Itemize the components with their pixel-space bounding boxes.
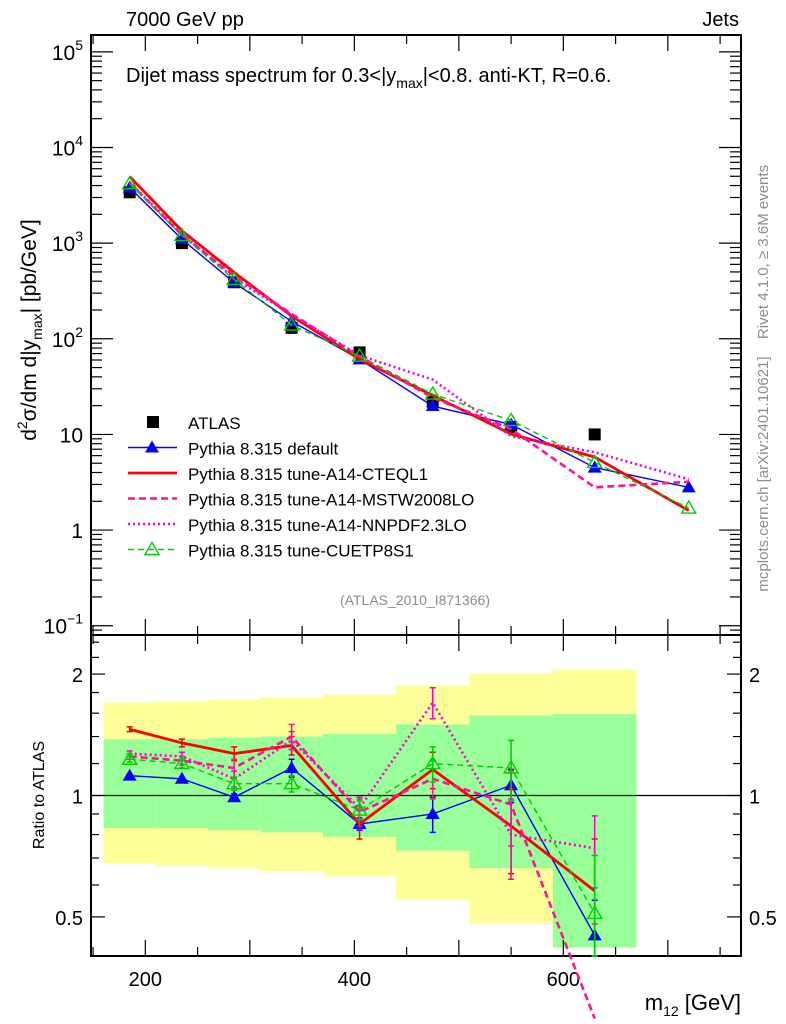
data-point xyxy=(425,399,440,412)
data-point xyxy=(351,801,368,816)
ratio-y-tick-label-right: 0.5 xyxy=(749,908,777,930)
ratio-y-tick-label: 1 xyxy=(72,787,83,809)
series-line xyxy=(129,700,595,850)
main-series-cteql1 xyxy=(128,175,690,512)
data-point xyxy=(227,790,242,803)
data-point xyxy=(588,428,601,441)
ratio-bands xyxy=(103,669,637,948)
legend-marker xyxy=(147,416,159,428)
y-tick-label: 105 xyxy=(52,37,83,65)
y-tick-label: 103 xyxy=(52,228,83,256)
series-line xyxy=(129,727,596,893)
plot-title: Dijet mass spectrum for 0.3<|ymax|<0.8. … xyxy=(126,65,611,91)
series-line xyxy=(129,758,596,914)
legend-marker xyxy=(143,541,161,556)
data-point xyxy=(425,806,440,819)
data-point xyxy=(284,760,299,773)
series-line xyxy=(129,767,596,936)
data-point xyxy=(424,755,441,770)
ratio-series-cuetp8s1 xyxy=(121,739,603,957)
data-point xyxy=(121,175,138,190)
data-point xyxy=(283,775,300,790)
side-label-bottom-group: mcplots.cern.ch [arXiv:2401.10621] xyxy=(755,356,772,591)
data-point xyxy=(502,759,520,774)
data-point xyxy=(225,775,243,790)
x-tick-label: 200 xyxy=(129,969,162,991)
ratio-label-group: Ratio to ATLAS xyxy=(31,741,48,849)
data-point xyxy=(173,755,191,770)
y-tick-label: 10 xyxy=(60,424,83,447)
legend-label: Pythia 8.315 tune-CUETP8S1 xyxy=(188,542,414,561)
main-y-ticks xyxy=(91,51,741,636)
data-point xyxy=(173,227,191,242)
data-point xyxy=(680,499,697,514)
x-ticks xyxy=(92,35,721,956)
data-point xyxy=(122,768,137,781)
legend-label: ATLAS xyxy=(188,414,241,433)
legend-label: Pythia 8.315 tune-A14-NNPDF2.3LO xyxy=(188,516,467,535)
y-axis-label: d2σ/dm d|ymax| [pb/GeV] xyxy=(14,219,45,441)
data-point xyxy=(502,412,520,427)
series-line xyxy=(128,175,690,512)
y-tick-label: 10−1 xyxy=(44,611,84,639)
legend: ATLAS Pythia 8.315 default Pythia 8.315 tu… xyxy=(128,414,474,561)
header-left-label: 7000 GeV pp xyxy=(126,9,244,31)
data-point xyxy=(174,771,189,784)
legend-item-atlas: ATLAS xyxy=(147,414,241,433)
y-axis-label-group: d2σ/dm d|ymax| [pb/GeV] xyxy=(14,219,45,441)
series-line xyxy=(128,181,690,481)
legend-label: Pythia 8.315 tune-A14-MSTW2008LO xyxy=(188,491,474,510)
ratio-y-tick-label: 2 xyxy=(72,665,83,687)
ratio-series-nnpdf xyxy=(126,686,598,889)
ratio-y-tick-label-right: 1 xyxy=(749,787,760,809)
y-tick-label: 1 xyxy=(71,520,83,543)
side-label-top-group: Rivet 4.1.0, ≥ 3.6M events xyxy=(755,165,772,339)
main-series-atlas xyxy=(123,186,601,441)
data-point xyxy=(586,454,603,469)
analysis-id-label: (ATLAS_2010_I871366) xyxy=(340,592,490,608)
mcplots-label: mcplots.cern.ch [arXiv:2401.10621] xyxy=(755,356,772,591)
data-point xyxy=(122,180,137,193)
data-point xyxy=(121,750,138,765)
ratio-y-ticks xyxy=(91,641,741,957)
legend-item-cuetp8s1: Pythia 8.315 tune-CUETP8S1 xyxy=(128,541,414,561)
data-point xyxy=(681,480,696,493)
legend-item-default: Pythia 8.315 default xyxy=(128,440,339,459)
x-axis-label: m12 [GeV] xyxy=(645,990,741,1019)
y-tick-label: 102 xyxy=(52,324,83,352)
legend-marker xyxy=(145,440,159,453)
data-point xyxy=(587,460,602,473)
legend-label: Pythia 8.315 default xyxy=(188,440,339,459)
y-tick-label: 104 xyxy=(52,132,83,160)
ratio-y-axis-label: Ratio to ATLAS xyxy=(31,741,48,849)
ratio-y-tick-label-right: 2 xyxy=(749,665,760,687)
main-series-nnpdf xyxy=(128,181,690,481)
data-point xyxy=(351,347,368,362)
data-point xyxy=(225,271,243,286)
data-point xyxy=(586,905,603,920)
x-tick-label: 600 xyxy=(547,969,580,991)
legend-label: Pythia 8.315 tune-A14-CTEQL1 xyxy=(188,465,428,484)
rivet-version-label: Rivet 4.1.0, ≥ 3.6M events xyxy=(755,165,772,339)
header-right-label: Jets xyxy=(702,9,739,31)
x-tick-label: 400 xyxy=(338,969,371,991)
legend-item-cteql1: Pythia 8.315 tune-A14-CTEQL1 xyxy=(128,465,428,484)
data-point xyxy=(283,316,300,331)
legend-item-mstw: Pythia 8.315 tune-A14-MSTW2008LO xyxy=(128,491,474,510)
ratio-y-tick-label: 0.5 xyxy=(55,908,83,930)
data-point xyxy=(424,385,441,400)
series-line xyxy=(129,183,690,509)
main-series-cuetp8s1 xyxy=(121,175,697,514)
legend-item-nnpdf: Pythia 8.315 tune-A14-NNPDF2.3LO xyxy=(128,516,467,535)
